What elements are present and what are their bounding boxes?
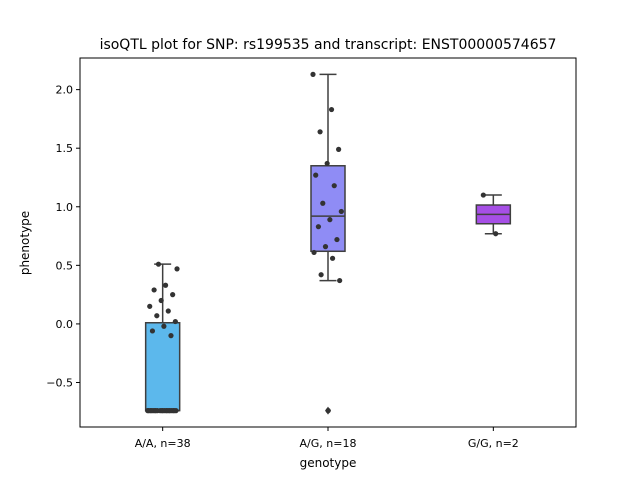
data-point — [151, 287, 157, 293]
data-point — [337, 277, 343, 284]
box-iqr — [310, 165, 346, 253]
data-point — [336, 146, 342, 152]
data-point — [171, 408, 177, 414]
chart-title: isoQTL plot for SNP: rs199535 and transc… — [100, 37, 557, 53]
data-point — [320, 200, 326, 206]
x-axis-label: genotype — [300, 456, 357, 470]
y-tick-label: −0.5 — [46, 376, 73, 389]
data-point — [155, 261, 162, 267]
box-group — [310, 73, 346, 415]
data-point — [318, 272, 324, 278]
data-point — [165, 308, 171, 314]
box-group — [475, 194, 512, 235]
data-point — [327, 217, 333, 223]
data-point — [149, 328, 156, 334]
data-point — [311, 249, 317, 256]
y-tick-label: 1.0 — [56, 201, 74, 214]
data-point — [172, 318, 178, 325]
data-point — [160, 408, 166, 414]
data-point — [147, 303, 153, 309]
data-point — [168, 333, 174, 339]
y-tick-label: 0.5 — [56, 259, 74, 272]
data-point — [317, 129, 323, 135]
data-point — [148, 408, 155, 414]
boxes-layer — [144, 73, 512, 415]
data-point — [310, 71, 316, 77]
data-point — [170, 292, 176, 298]
data-point — [338, 208, 344, 215]
data-point — [161, 323, 167, 329]
x-tick-label: A/G, n=18 — [300, 437, 357, 450]
y-tick-label: 1.5 — [56, 142, 74, 155]
y-tick-label: 2.0 — [56, 84, 74, 97]
box-group — [144, 263, 181, 412]
data-point — [325, 408, 331, 414]
data-point — [313, 172, 319, 178]
y-tick-label: 0.0 — [56, 318, 74, 331]
y-axis-label: phenotype — [18, 211, 32, 275]
data-point — [324, 160, 330, 167]
x-tick-label: G/G, n=2 — [468, 437, 519, 450]
data-point — [334, 236, 340, 243]
data-point — [331, 183, 337, 189]
data-point — [493, 231, 499, 237]
y-axis-ticks: −0.5 0.0 0.5 1.0 1.5 2.0 — [46, 84, 80, 389]
data-point — [322, 244, 329, 250]
x-tick-label: A/A, n=38 — [135, 437, 191, 450]
x-axis-ticks: A/A, n=38 A/G, n=18 G/G, n=2 — [135, 427, 519, 450]
data-point — [174, 266, 180, 272]
data-point — [162, 282, 169, 288]
data-point — [480, 192, 486, 198]
points-layer — [145, 71, 499, 414]
data-point — [315, 224, 322, 230]
box-iqr — [144, 321, 181, 412]
data-point — [154, 313, 160, 319]
data-point — [329, 255, 336, 261]
data-point — [153, 408, 159, 414]
data-point — [158, 297, 164, 304]
data-point — [328, 106, 335, 113]
data-point — [167, 408, 173, 414]
